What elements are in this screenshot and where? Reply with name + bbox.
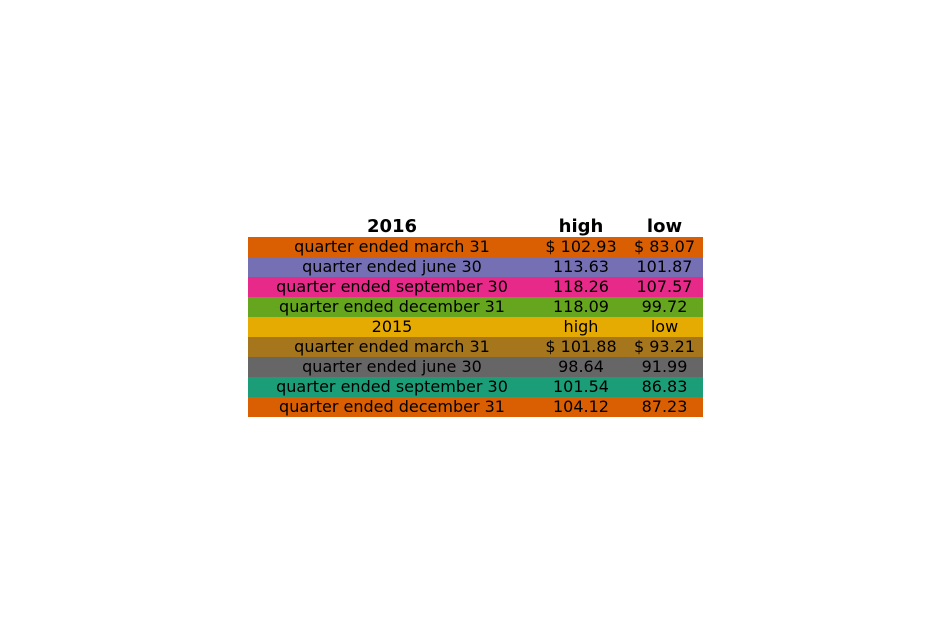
cell-period: quarter ended september 30: [276, 277, 508, 296]
cell-high: 118.26: [553, 277, 609, 296]
cell-high: high: [563, 317, 599, 336]
table-row: quarter ended march 31 $ 101.88 $ 93.21: [248, 337, 703, 357]
column-header-low: low: [626, 217, 703, 237]
cell-high: $ 101.88: [545, 337, 617, 356]
table-row: quarter ended september 30 101.54 86.83: [248, 377, 703, 397]
cell-period: quarter ended march 31: [294, 337, 490, 356]
cell-low: 87.23: [641, 397, 688, 416]
cell-high: 101.54: [553, 377, 609, 396]
cell-high: 113.63: [553, 257, 609, 276]
table-header-row: 2016 high low: [248, 217, 703, 237]
cell-high: 98.64: [558, 357, 604, 376]
cell-period: quarter ended december 31: [279, 397, 505, 416]
table-body: quarter ended march 31 $ 102.93 $ 83.07 qua…: [248, 237, 703, 417]
cell-low: $ 83.07: [633, 237, 696, 256]
table-row: 2015 high low: [248, 317, 703, 337]
table-row: quarter ended december 31 104.12 87.23: [248, 397, 703, 417]
table-row: quarter ended march 31 $ 102.93 $ 83.07: [248, 237, 703, 257]
table-row: quarter ended december 31 118.09 99.72: [248, 297, 703, 317]
data-table: 2016 high low quarter ended march 31 $ 10…: [248, 217, 703, 417]
cell-period: quarter ended june 30: [302, 257, 482, 276]
cell-high: $ 102.93: [545, 237, 617, 256]
table-row: quarter ended june 30 98.64 91.99: [248, 357, 703, 377]
cell-low: low: [650, 317, 679, 336]
cell-high: 104.12: [553, 397, 609, 416]
cell-period: quarter ended march 31: [294, 237, 490, 256]
cell-low: 101.87: [636, 257, 693, 276]
cell-low: 91.99: [641, 357, 688, 376]
cell-high: 118.09: [553, 297, 609, 316]
cell-period: quarter ended june 30: [302, 357, 482, 376]
cell-period: quarter ended september 30: [276, 377, 508, 396]
cell-period: 2015: [371, 317, 413, 336]
cell-low: 86.83: [641, 377, 688, 396]
cell-low: $ 93.21: [633, 337, 696, 356]
column-header-period: 2016: [248, 217, 536, 237]
table-row: quarter ended september 30 118.26 107.57: [248, 277, 703, 297]
cell-period: quarter ended december 31: [279, 297, 505, 316]
cell-low: 99.72: [641, 297, 688, 316]
table-row: quarter ended june 30 113.63 101.87: [248, 257, 703, 277]
data-table-container: 2016 high low quarter ended march 31 $ 10…: [248, 217, 703, 417]
column-header-high: high: [536, 217, 626, 237]
cell-low: 107.57: [636, 277, 693, 296]
